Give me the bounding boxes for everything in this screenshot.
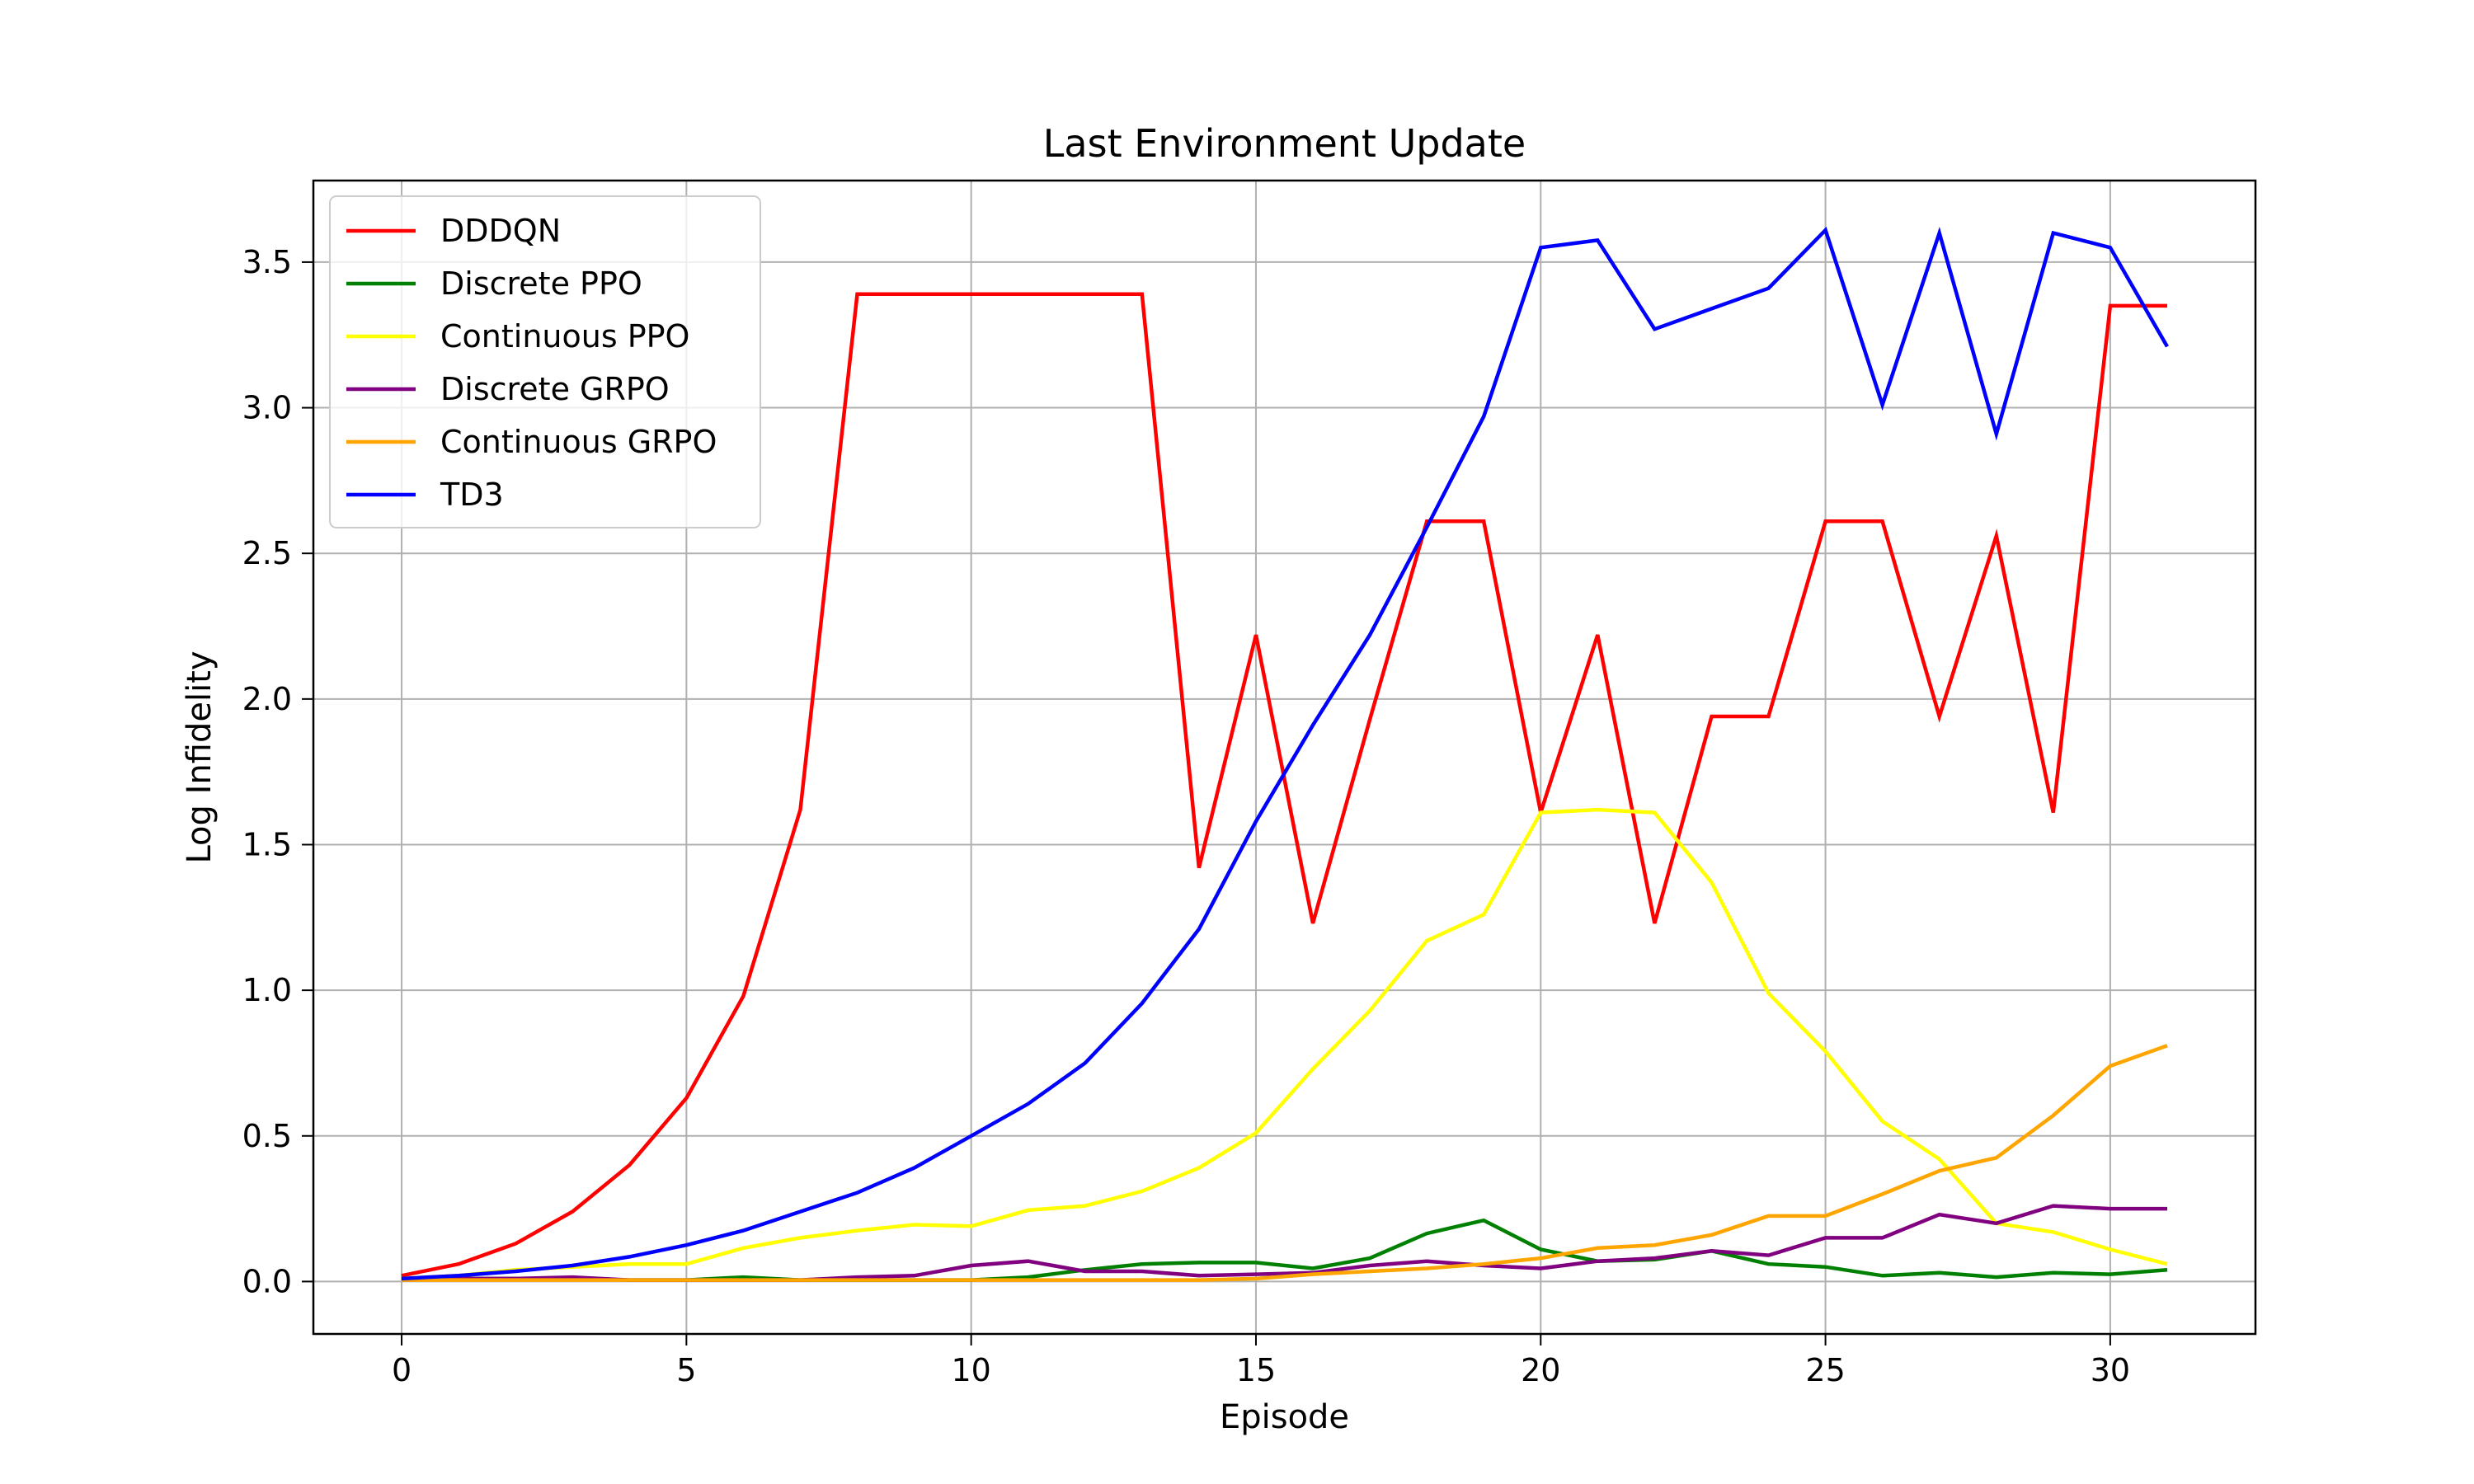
x-tick-label: 10 xyxy=(951,1352,990,1388)
x-tick-label: 15 xyxy=(1236,1352,1276,1388)
x-tick-label: 5 xyxy=(676,1352,696,1388)
series-line-dddqn xyxy=(401,292,2167,1278)
chart-title: Last Environment Update xyxy=(1043,121,1526,166)
legend-label: TD3 xyxy=(440,477,504,513)
y-tick-label: 3.5 xyxy=(242,244,292,280)
x-tick-label: 20 xyxy=(1521,1352,1560,1388)
legend-label: Continuous GRPO xyxy=(440,424,717,460)
series-line-td3 xyxy=(401,226,2169,1281)
legend-label: Discrete GRPO xyxy=(440,371,670,407)
legend-label: Continuous PPO xyxy=(440,318,689,355)
y-tick-label: 1.0 xyxy=(242,972,292,1008)
x-tick-label: 0 xyxy=(392,1352,412,1388)
x-tick-label: 30 xyxy=(2091,1352,2130,1388)
y-tick-label: 2.0 xyxy=(242,681,292,717)
tick-group: 0 5 10 15 20 25 30 0.0 0.5 1.0 1.5 2.0 2.5 3.0 3.5 xyxy=(242,244,2131,1388)
x-axis-label: Episode xyxy=(1220,1398,1349,1436)
plot-frame xyxy=(312,179,2257,1336)
y-tick-label: 0.5 xyxy=(242,1118,292,1154)
series-group xyxy=(401,226,2169,1282)
legend-label: DDDQN xyxy=(440,213,561,249)
legend-box xyxy=(329,195,761,528)
y-tick-label: 3.0 xyxy=(242,390,292,426)
x-tick-label: 25 xyxy=(1805,1352,1845,1388)
y-axis-label: Log Infidelity xyxy=(181,650,219,863)
y-tick-label: 2.5 xyxy=(242,535,292,571)
series-line-continuous-grpo xyxy=(402,1044,2168,1282)
series-line-continuous-ppo xyxy=(401,807,2168,1281)
y-tick-label: 0.0 xyxy=(242,1263,292,1299)
y-tick-label: 1.5 xyxy=(242,826,292,862)
legend-label: Discrete PPO xyxy=(440,265,642,302)
legend: DDDQN Discrete PPO Continuous PPO Discrete … xyxy=(329,195,761,528)
